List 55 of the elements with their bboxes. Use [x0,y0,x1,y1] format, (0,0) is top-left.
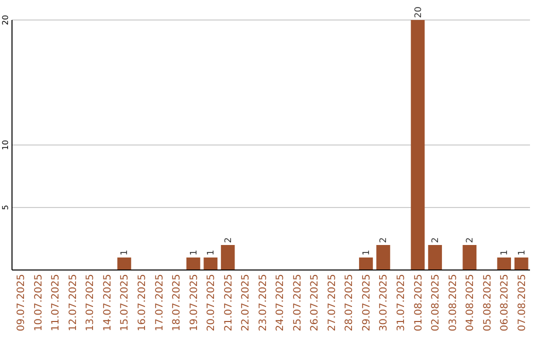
x-tick-label: 21.07.2025 [223,274,234,332]
x-tick-label: 27.07.2025 [326,274,338,332]
x-tick-label: 10.07.2025 [33,274,44,332]
x-tick-label: 11.07.2025 [50,274,62,332]
y-tick-label: 20 [1,14,10,26]
x-tick-label: 31.07.2025 [396,274,407,332]
data-label: 1 [206,250,217,256]
data-label: 2 [379,237,390,243]
x-tick-label: 29.07.2025 [361,274,372,332]
bar [514,258,528,270]
bar [117,258,132,270]
x-tick-label: 14.07.2025 [102,274,114,332]
bar [220,245,235,270]
data-label: 1 [517,250,528,256]
y-tick-label: 5 [1,204,10,210]
data-label: 1 [500,250,510,256]
bar [497,258,512,270]
data-label: 2 [431,237,442,243]
bar [186,258,200,270]
x-tick-label: 02.08.2025 [430,274,442,332]
bar [359,258,373,270]
x-tick-label: 30.07.2025 [378,274,390,332]
x-tick-label: 07.08.2025 [516,274,528,332]
x-tick-label: 05.08.2025 [482,274,494,332]
x-tick-label: 12.07.2025 [68,274,79,332]
x-tick-label: 28.07.2025 [344,274,356,332]
x-tick-label: 17.07.2025 [154,274,166,332]
x-tick-label: 13.07.2025 [85,274,96,332]
x-tick-label: 26.07.2025 [310,274,321,332]
bar [410,20,425,270]
x-tick-label: 09.07.2025 [16,274,28,332]
x-tick-label: 22.07.2025 [240,274,252,332]
x-tick-label: 16.07.2025 [137,274,148,332]
bar [428,245,442,270]
x-tick-label: 06.08.2025 [500,274,511,332]
bar [462,245,476,270]
x-tick-label: 04.08.2025 [465,274,476,332]
data-label: 2 [224,237,234,243]
x-tick-label: 23.07.2025 [258,274,269,332]
x-tick-label: 01.08.2025 [413,274,424,332]
data-label: 1 [189,250,200,256]
bar [204,258,218,270]
x-tick-label: 15.07.2025 [120,274,131,332]
data-label: 20 [414,6,424,18]
bar [376,245,390,270]
x-tick-label: 20.07.2025 [206,274,218,332]
x-tick-label: 03.08.2025 [448,274,459,332]
data-label: 1 [362,250,372,256]
x-tick-label: 18.07.2025 [172,274,183,332]
data-label: 1 [120,250,130,256]
x-tick-label: 24.07.2025 [275,274,286,332]
x-tick-label: 19.07.2025 [188,274,200,332]
y-tick-label: 10 [1,140,10,150]
data-label: 2 [466,237,476,243]
x-tick-label: 25.07.2025 [292,274,304,332]
